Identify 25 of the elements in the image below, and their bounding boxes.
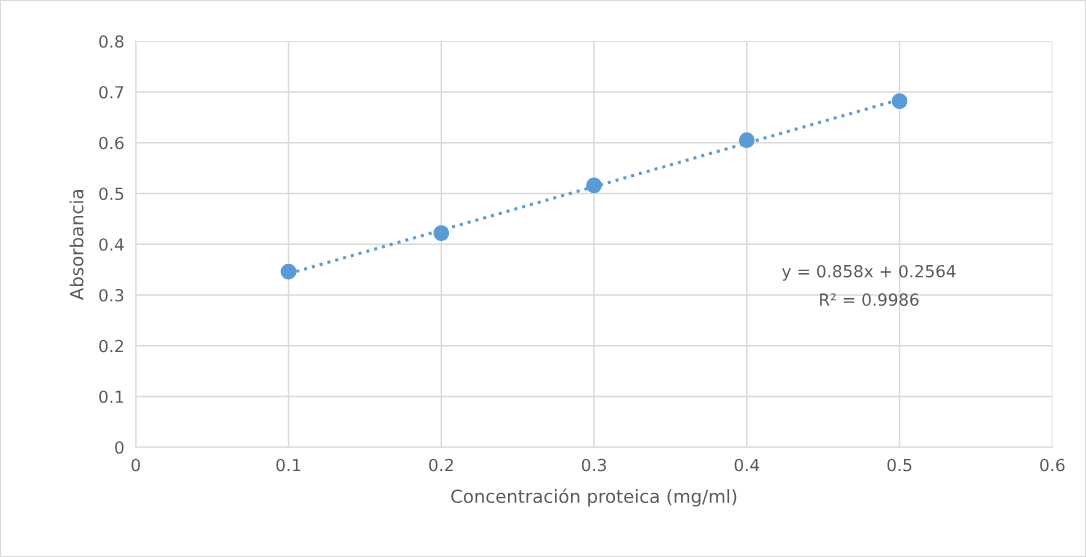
y-tick-label: 0.1 [99,390,124,404]
annotation: R² = 0.9986 [820,293,919,306]
point [586,177,602,194]
x-tick-label: 0.2 [429,458,453,472]
x-tick-label: 0.4 [734,458,760,472]
point [738,132,755,149]
x-tick-label: 0.5 [887,458,912,472]
y-tick-label: 0.8 [99,35,124,48]
y-tick-label: 0.6 [99,136,124,150]
point [433,225,450,241]
annotation: y = 0.858x + 0.2564 [782,264,956,281]
point [280,263,297,280]
x-tick-label: 0 [131,458,140,472]
y-axis-title: Absorbancia [69,190,84,300]
point [891,93,908,109]
x-tick-label: 0.1 [276,458,301,472]
x-axis-title: Concentración proteica (mg/ml) [451,488,737,507]
y-tick-label: 0.4 [99,238,124,251]
x-tick-label: 0.3 [581,458,606,472]
x-tick-label: 0.6 [1040,458,1065,472]
y-tick-label: 0 [115,441,124,454]
y-tick-label: 0.5 [99,187,124,201]
y-tick-label: 0.7 [99,85,124,99]
y-tick-label: 0.2 [99,339,123,353]
y-tick-label: 0.3 [99,288,124,302]
